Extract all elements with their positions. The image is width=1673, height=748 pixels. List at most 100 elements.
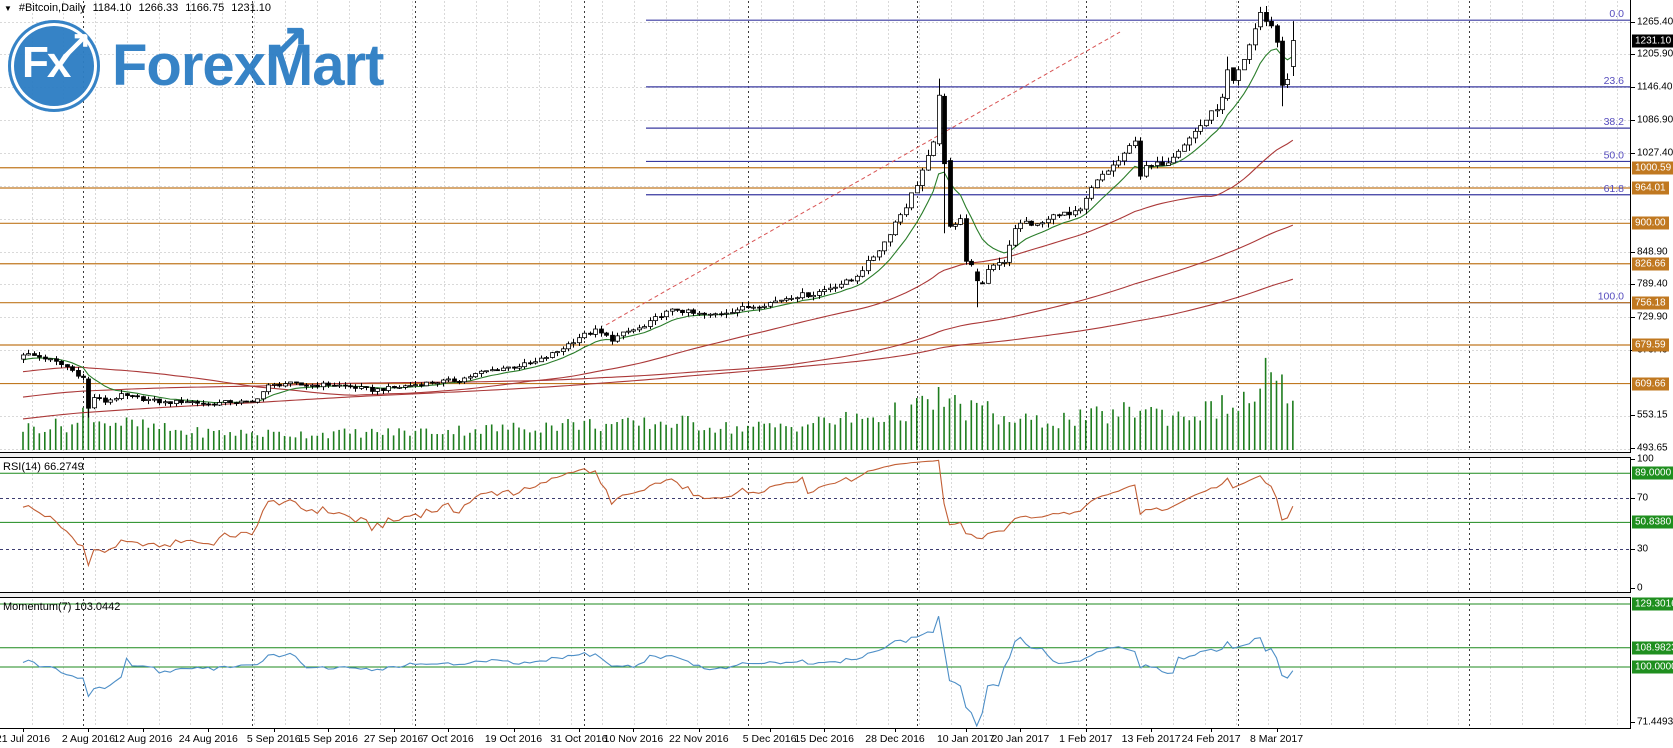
date-tick-mark bbox=[633, 729, 634, 732]
price-tick-label: 70 bbox=[1637, 492, 1649, 504]
date-tick-mark bbox=[699, 729, 700, 732]
date-label: 10 Jan 2017 bbox=[936, 733, 995, 745]
level-price-badge: 756.18 bbox=[1632, 296, 1669, 310]
price-tick-label: 848.90 bbox=[1637, 246, 1668, 257]
grid-layer bbox=[0, 1, 1630, 727]
axis-tick-mark bbox=[1631, 87, 1635, 88]
price-tick-label: 1265.40 bbox=[1637, 16, 1673, 28]
symbol-name: #Bitcoin,Daily bbox=[18, 2, 86, 14]
date-label: 28 Dec 2016 bbox=[865, 733, 925, 745]
level-price-badge: 964.01 bbox=[1632, 181, 1669, 195]
price-tick-label: 1027.40 bbox=[1637, 147, 1673, 159]
date-tick-mark bbox=[274, 729, 275, 732]
momentum-level-badge: 100.0000 bbox=[1632, 660, 1673, 674]
chart-plot-area[interactable]: 0.0 23.6 38.2 50.0 61.8 100.0 bbox=[0, 0, 1631, 748]
fib-level-label: 50.0 bbox=[1604, 149, 1625, 161]
volume-layer bbox=[22, 357, 1294, 450]
pane-separator[interactable] bbox=[0, 452, 1673, 458]
date-label: 2 Aug 2016 bbox=[61, 733, 115, 745]
price-tick-label: 1205.90 bbox=[1637, 48, 1673, 60]
price-tick-label: 1086.90 bbox=[1637, 114, 1673, 126]
symbol-dropdown-icon[interactable]: ▼ bbox=[4, 3, 12, 13]
axis-tick-mark bbox=[1631, 459, 1635, 460]
pane-separator[interactable] bbox=[0, 592, 1673, 598]
forexmart-logo: Fx ↗ Forex ↗ Mart bbox=[8, 13, 384, 112]
date-tick-mark bbox=[1151, 729, 1152, 732]
date-label: 21 Jul 2016 bbox=[0, 733, 51, 745]
level-price-badge: 1000.59 bbox=[1632, 161, 1673, 175]
axis-tick-mark bbox=[1631, 588, 1635, 589]
trendline[interactable] bbox=[605, 31, 1121, 326]
date-tick-mark bbox=[1020, 729, 1021, 732]
momentum-level-badge: 108.9823 bbox=[1632, 641, 1673, 655]
axis-tick-mark bbox=[1631, 498, 1635, 499]
date-tick-mark bbox=[328, 729, 329, 732]
price-tick-label: 71.4493 bbox=[1637, 716, 1673, 728]
fib-level-label: 38.2 bbox=[1604, 116, 1625, 128]
axis-tick-mark bbox=[1631, 415, 1635, 416]
date-label: 7 Oct 2016 bbox=[422, 733, 474, 745]
date-tick-mark bbox=[966, 729, 967, 732]
fib-level-label: 100.0 bbox=[1598, 291, 1624, 303]
arrow-up-icon: ↗ bbox=[60, 24, 92, 66]
fib-level-label: 0.0 bbox=[1609, 8, 1624, 20]
date-label: 5 Dec 2016 bbox=[742, 733, 797, 745]
date-tick-mark bbox=[895, 729, 896, 732]
date-label: 15 Dec 2016 bbox=[794, 733, 854, 745]
date-label: 12 Aug 2016 bbox=[113, 733, 173, 745]
axis-tick-mark bbox=[1631, 120, 1635, 121]
level-lines-layer[interactable] bbox=[0, 19, 1630, 668]
current-price-badge: 1231.10 bbox=[1632, 34, 1673, 48]
date-tick-mark bbox=[143, 729, 144, 732]
date-tick-mark bbox=[448, 729, 449, 732]
logo-monogram: Fx bbox=[22, 38, 71, 87]
date-label: 24 Aug 2016 bbox=[178, 733, 238, 745]
indicator-lines-layer bbox=[22, 459, 1294, 727]
date-label: 8 Mar 2017 bbox=[1249, 733, 1304, 745]
ohlc-high: 1266.33 bbox=[138, 2, 179, 14]
month-separator-layer bbox=[83, 1, 1470, 727]
level-price-badge: 900.00 bbox=[1632, 216, 1669, 230]
date-axis[interactable]: 21 Jul 2016 2 Aug 2016 12 Aug 2016 24 Aug 2… bbox=[0, 729, 1631, 748]
price-tick-label: 0 bbox=[1637, 582, 1643, 594]
date-tick-mark bbox=[208, 729, 209, 732]
date-label: 24 Feb 2017 bbox=[1181, 733, 1241, 745]
logo-disc: Fx ↗ bbox=[8, 20, 100, 112]
date-label: 19 Oct 2016 bbox=[484, 733, 543, 745]
axis-tick-mark bbox=[1631, 317, 1635, 318]
price-tick-label: 493.65 bbox=[1637, 442, 1668, 454]
momentum-pane-label: Momentum(7) 103.0442 bbox=[3, 601, 121, 613]
date-label: 1 Feb 2017 bbox=[1059, 733, 1113, 745]
date-label: 22 Nov 2016 bbox=[669, 733, 729, 745]
price-tick-label: 30 bbox=[1637, 543, 1649, 555]
axis-tick-mark bbox=[1631, 54, 1635, 55]
axis-tick-mark bbox=[1631, 549, 1635, 550]
logo-wordmark: Forex ↗ Mart bbox=[112, 13, 384, 112]
ohlc-close: 1231.10 bbox=[231, 2, 271, 14]
date-label: 10 Nov 2016 bbox=[603, 733, 664, 745]
date-tick-mark bbox=[824, 729, 825, 732]
price-tick-label: 729.90 bbox=[1637, 311, 1668, 323]
price-axis[interactable]: 1265.40 1205.90 1146.40 1086.90 1027.40 848.9… bbox=[1631, 0, 1673, 748]
arrow-up-icon: ↗ bbox=[268, 13, 310, 69]
price-tick-label: 100 bbox=[1637, 453, 1654, 465]
rsi-level-badge: 89.0000 bbox=[1632, 466, 1673, 480]
date-tick-mark bbox=[1086, 729, 1087, 732]
candles-layer bbox=[21, 5, 1296, 418]
fib-level-label: 23.6 bbox=[1604, 75, 1625, 87]
fib-labels-layer: 0.0 23.6 38.2 50.0 61.8 100.0 bbox=[1598, 8, 1624, 303]
ma-lines-layer bbox=[22, 48, 1294, 420]
date-label: 31 Oct 2016 bbox=[550, 733, 608, 745]
date-tick-mark bbox=[88, 729, 89, 732]
axis-tick-mark bbox=[1631, 252, 1635, 253]
level-price-badge: 679.59 bbox=[1632, 338, 1669, 352]
date-tick-mark bbox=[394, 729, 395, 732]
date-tick-mark bbox=[23, 729, 24, 732]
rsi-level-badge: 50.8380 bbox=[1632, 515, 1673, 529]
ohlc-low: 1166.75 bbox=[185, 2, 225, 14]
price-tick-label: 1146.40 bbox=[1637, 81, 1673, 93]
momentum-level-badge: 129.3016 bbox=[1632, 597, 1673, 611]
date-label: 13 Feb 2017 bbox=[1121, 733, 1181, 745]
date-label: 27 Sep 2016 bbox=[363, 733, 424, 745]
